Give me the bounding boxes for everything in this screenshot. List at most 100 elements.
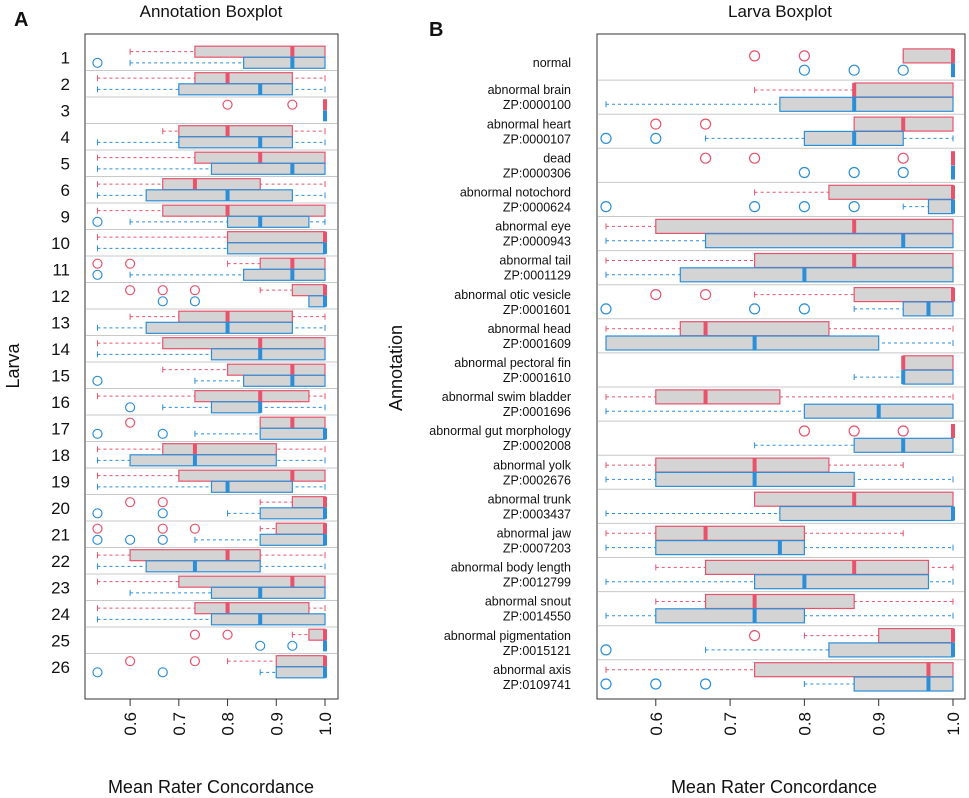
blue-box <box>145 560 261 573</box>
blue-median <box>225 481 230 493</box>
blue-outlier <box>798 303 810 315</box>
annotation-label: abnormal trunk <box>488 492 572 506</box>
blue-box <box>210 348 326 361</box>
red-box <box>878 627 954 644</box>
annotation-label: abnormal yolk <box>493 458 572 472</box>
blue-median <box>290 375 295 387</box>
red-box <box>655 218 954 234</box>
red-outlier <box>749 629 761 642</box>
red-outlier <box>897 425 909 437</box>
larva-label: 3 <box>61 101 70 120</box>
blue-box <box>226 215 310 228</box>
x-tick-label: 0.6 <box>121 712 140 736</box>
blue-median <box>323 295 327 307</box>
red-outlier <box>650 118 662 130</box>
red-outlier <box>125 656 136 667</box>
group-0-16: 19 <box>51 469 337 495</box>
blue-outlier <box>157 534 168 545</box>
blue-median <box>951 642 955 657</box>
red-box <box>162 337 326 350</box>
red-median <box>852 492 857 507</box>
annotation-id: ZP:0109741 <box>503 678 571 692</box>
blue-box <box>210 586 326 599</box>
red-box <box>162 443 277 456</box>
annotation-label: abnormal body length <box>451 561 571 575</box>
panel-b-ylabel: Annotation <box>386 325 406 411</box>
blue-median <box>290 163 295 175</box>
blue-box <box>210 162 326 175</box>
blue-box <box>259 427 326 440</box>
blue-median <box>258 613 263 625</box>
annotation-id: ZP:0001129 <box>504 269 571 283</box>
annotation-label: abnormal axis <box>493 663 571 677</box>
blue-outlier <box>798 64 810 76</box>
annotation-id: ZP:0015121 <box>503 644 571 658</box>
blue-median <box>258 136 263 148</box>
group-0-13: 16 <box>51 390 337 416</box>
blue-median <box>323 242 327 254</box>
red-box <box>178 575 326 588</box>
blue-median <box>802 267 807 282</box>
red-outlier <box>92 523 103 534</box>
group-0-7: 10 <box>51 231 337 257</box>
annotation-id: ZP:0003437 <box>503 507 571 521</box>
blue-outlier <box>897 64 909 76</box>
red-median <box>225 72 230 84</box>
x-tick-label: 0.9 <box>870 712 889 736</box>
red-median <box>852 560 857 575</box>
blue-outlier <box>157 296 168 307</box>
blue-median <box>192 454 197 466</box>
red-outlier <box>222 629 233 640</box>
red-box <box>275 522 326 535</box>
larva-label: 23 <box>51 578 70 597</box>
red-median <box>323 99 327 111</box>
red-outlier <box>189 523 201 534</box>
red-median <box>258 390 263 402</box>
x-tick-label: 1.0 <box>316 712 335 736</box>
blue-median <box>192 560 197 572</box>
larva-label: 1 <box>61 48 70 67</box>
blue-box <box>243 56 326 69</box>
red-median <box>258 337 263 349</box>
blue-box <box>655 540 805 556</box>
blue-median <box>951 63 955 78</box>
red-outlier <box>157 285 168 296</box>
larva-label: 13 <box>51 313 70 332</box>
blue-median <box>258 401 263 413</box>
blue-box <box>243 374 326 387</box>
panel-a-ylabel: Larva <box>3 343 23 389</box>
larva-label: 26 <box>51 658 70 677</box>
blue-median <box>258 587 263 599</box>
larva-label: 11 <box>52 260 70 279</box>
red-median <box>951 287 955 302</box>
red-outlier <box>125 285 136 296</box>
panel-a-title: Annotation Boxplot <box>140 2 283 21</box>
blue-median <box>258 216 263 228</box>
blue-outlier <box>92 269 103 280</box>
annotation-label: abnormal heart <box>487 117 572 131</box>
red-median <box>752 458 757 473</box>
red-median <box>290 258 295 270</box>
red-box <box>828 184 954 200</box>
red-outlier <box>157 523 168 534</box>
red-box <box>902 355 954 371</box>
blue-median <box>323 534 327 546</box>
blue-outlier <box>92 216 103 227</box>
blue-outlier <box>650 132 662 145</box>
group-0-15: 18 <box>51 443 337 469</box>
red-median <box>290 417 295 429</box>
blue-outlier <box>125 402 136 413</box>
red-median <box>192 178 197 190</box>
blue-outlier <box>92 667 103 678</box>
blue-median <box>901 438 906 453</box>
panel-b-title: Larva Boxplot <box>728 2 832 21</box>
red-median <box>290 364 295 376</box>
blue-median <box>323 666 327 678</box>
blue-median <box>926 301 931 316</box>
blue-box <box>129 454 277 467</box>
larva-label: 19 <box>51 472 70 491</box>
